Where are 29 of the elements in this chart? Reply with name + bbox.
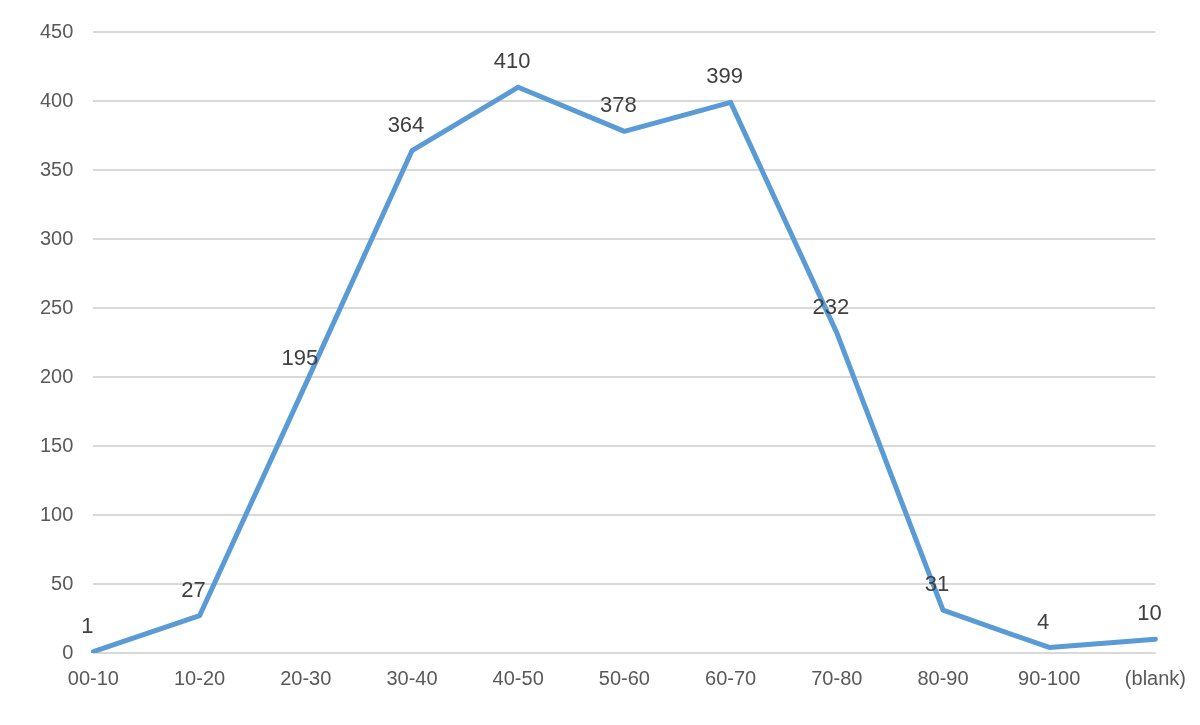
- y-tick-label: 300: [39, 226, 74, 249]
- y-tick-label: 0: [62, 640, 74, 663]
- y-tick-label: 100: [39, 502, 74, 525]
- x-tick-label: 40-50: [492, 666, 544, 689]
- x-tick-label: 20-30: [280, 666, 332, 689]
- x-tick-label: 90-100: [1018, 666, 1081, 689]
- y-tick-label: 450: [39, 19, 74, 42]
- data-label: 4: [1037, 608, 1050, 634]
- x-tick-label: 00-10: [67, 666, 119, 689]
- y-tick-label: 150: [39, 433, 74, 456]
- data-label: 410: [493, 48, 531, 74]
- y-tick-label: 200: [39, 364, 74, 387]
- x-tick-label: (blank): [1124, 666, 1186, 689]
- data-label: 378: [600, 92, 637, 118]
- y-tick-label: 50: [51, 571, 74, 594]
- x-tick-label: 80-90: [917, 666, 969, 689]
- data-label: 27: [181, 576, 206, 602]
- data-label: 1: [81, 612, 94, 638]
- x-tick-label: 10-20: [174, 666, 226, 689]
- y-tick-label: 350: [39, 157, 74, 180]
- x-tick-label: 30-40: [386, 666, 438, 689]
- data-label: 10: [1137, 600, 1162, 626]
- data-label: 399: [706, 63, 743, 89]
- data-label: 364: [387, 111, 425, 137]
- y-tick-label: 250: [39, 295, 74, 318]
- y-tick-label: 400: [39, 88, 74, 111]
- x-tick-label: 60-70: [705, 666, 757, 689]
- x-tick-label: 70-80: [811, 666, 863, 689]
- x-tick-label: 50-60: [598, 666, 650, 689]
